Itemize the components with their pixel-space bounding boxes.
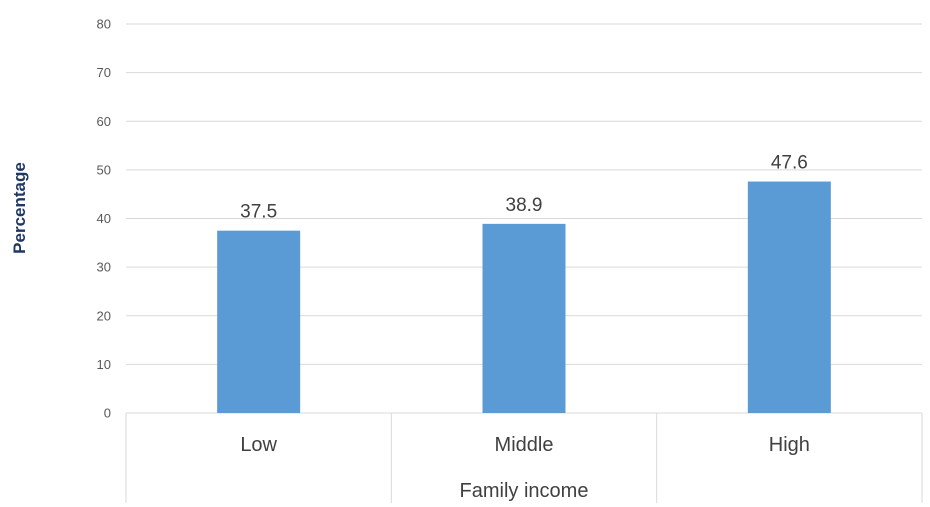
bar-middle xyxy=(482,223,566,413)
x-axis-title: Family income xyxy=(460,480,589,502)
data-label: 37.5 xyxy=(240,202,277,223)
y-tick-label: 0 xyxy=(104,406,111,421)
x-tick-label: Low xyxy=(240,434,277,456)
data-label: 47.6 xyxy=(771,153,808,174)
category-axis-frame xyxy=(125,413,923,503)
y-axis-ticks: 0 10 20 30 40 50 60 70 80 xyxy=(97,17,111,421)
x-axis-ticks: Low Middle High xyxy=(240,434,810,456)
y-axis-title: Percentage xyxy=(10,162,29,254)
data-labels: 37.5 38.9 47.6 xyxy=(240,153,808,223)
y-tick-label: 80 xyxy=(97,17,111,32)
y-tick-label: 70 xyxy=(97,65,111,80)
y-tick-label: 40 xyxy=(97,211,111,226)
data-label: 38.9 xyxy=(506,195,543,216)
y-tick-label: 10 xyxy=(97,357,111,372)
y-tick-label: 30 xyxy=(97,260,111,275)
x-tick-label: High xyxy=(769,434,810,456)
x-tick-label: Middle xyxy=(495,434,554,456)
bars xyxy=(217,181,831,413)
y-tick-label: 20 xyxy=(97,308,111,323)
bar-high xyxy=(747,181,831,413)
y-tick-label: 60 xyxy=(97,114,111,129)
y-tick-label: 50 xyxy=(97,162,111,177)
bar-low xyxy=(217,230,301,413)
